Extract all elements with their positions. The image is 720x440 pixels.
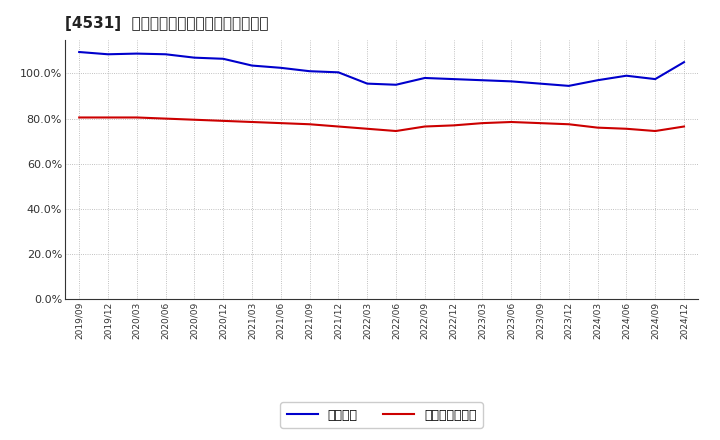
Line: 固定長期適合率: 固定長期適合率 [79, 117, 684, 131]
Line: 固定比率: 固定比率 [79, 52, 684, 86]
固定比率 [680, 59, 688, 65]
固定長期適合率 [334, 124, 343, 129]
固定長期適合率 [248, 119, 256, 125]
固定長期適合率 [622, 126, 631, 132]
固定比率 [132, 51, 141, 56]
固定比率 [392, 82, 400, 88]
固定長期適合率 [507, 119, 516, 125]
固定長期適合率 [363, 126, 372, 132]
固定長期適合率 [305, 121, 314, 127]
固定比率 [104, 51, 112, 57]
固定長期適合率 [75, 115, 84, 120]
固定比率 [190, 55, 199, 60]
固定長期適合率 [593, 125, 602, 130]
固定比率 [276, 65, 285, 70]
固定比率 [507, 79, 516, 84]
固定長期適合率 [536, 121, 544, 126]
固定比率 [305, 69, 314, 74]
固定比率 [449, 77, 458, 82]
固定長期適合率 [420, 124, 429, 129]
固定比率 [219, 56, 228, 62]
固定比率 [622, 73, 631, 78]
固定比率 [161, 51, 170, 57]
固定長期適合率 [132, 115, 141, 120]
固定長期適合率 [190, 117, 199, 122]
固定比率 [363, 81, 372, 86]
固定比率 [536, 81, 544, 86]
固定長期適合率 [680, 124, 688, 129]
固定長期適合率 [276, 121, 285, 126]
固定長期適合率 [392, 128, 400, 134]
固定長期適合率 [651, 128, 660, 134]
固定比率 [75, 49, 84, 55]
Legend: 固定比率, 固定長期適合率: 固定比率, 固定長期適合率 [280, 403, 483, 428]
固定比率 [334, 70, 343, 75]
固定長期適合率 [161, 116, 170, 121]
固定比率 [420, 75, 429, 81]
固定比率 [478, 77, 487, 83]
固定比率 [651, 77, 660, 82]
固定比率 [593, 77, 602, 83]
固定比率 [248, 63, 256, 68]
Text: [4531]  固定比率、固定長期適合率の推移: [4531] 固定比率、固定長期適合率の推移 [65, 16, 269, 32]
固定長期適合率 [219, 118, 228, 124]
固定長期適合率 [449, 123, 458, 128]
固定長期適合率 [104, 115, 112, 120]
固定長期適合率 [478, 121, 487, 126]
固定長期適合率 [564, 121, 573, 127]
固定比率 [564, 83, 573, 88]
